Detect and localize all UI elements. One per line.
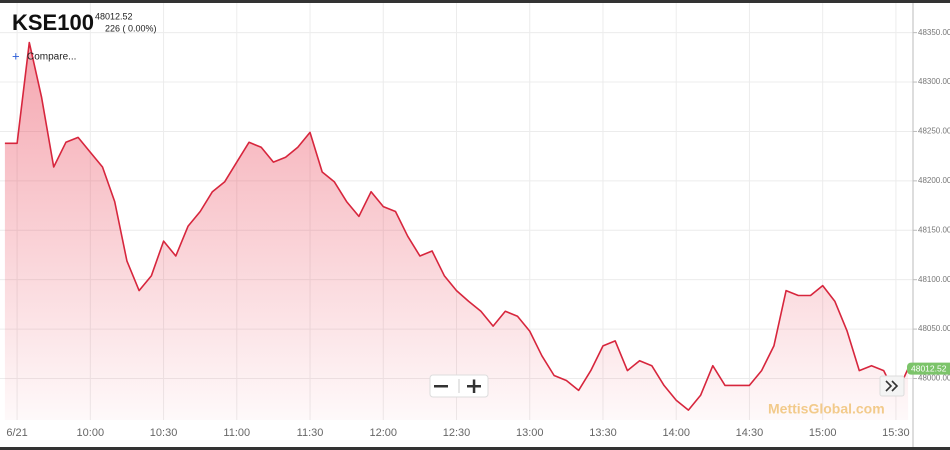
zoom-control [429,374,489,398]
title: KSE100 [12,10,94,35]
x-tick-label: 15:00 [809,427,837,439]
watermark: MettisGlobal.com [768,401,885,417]
price-line [4,41,909,411]
price: 48012.52 [95,11,133,21]
top-border [0,0,950,3]
y-tick-label: 48250.00 [918,127,950,136]
last-price-tag [907,362,950,375]
compare-label: Compare... [27,52,76,63]
plus-icon: + [12,48,20,63]
x-tick-label: 14:00 [662,427,690,439]
x-tick-label: 12:30 [443,427,471,439]
y-tick-label: 48350.00 [918,28,950,37]
scroll-icon [885,380,899,392]
zoom-in-v [472,379,476,393]
x-tick-label: 14:30 [736,427,764,439]
y-tick-label: 48100.00 [918,275,950,284]
x-tick-label: 13:00 [516,427,544,439]
y-tick-label: 48300.00 [918,77,950,86]
x-tick-label: 11:00 [223,427,250,439]
zoom-out[interactable] [434,385,448,388]
change: 226 ( 0.00%) [105,23,157,33]
bottom-border [0,447,950,450]
scroll-right[interactable] [879,375,905,397]
compare-button[interactable]: + Compare... [12,48,76,63]
y-tick-label: 48150.00 [918,225,950,234]
zoom-in[interactable] [467,379,481,394]
x-tick-label: 12:00 [369,427,397,439]
x-tick-label: 6/21 [6,427,27,439]
y-tick-label: 48000.00 [918,374,950,383]
x-tick-label: 11:30 [297,427,324,439]
y-tick-label: 48050.00 [918,324,950,333]
x-tick-label: 10:00 [77,427,105,439]
x-tick-label: 10:30 [150,427,178,439]
area [4,42,909,420]
x-tick-label: 13:30 [589,427,617,439]
y-tick-label: 48200.00 [918,176,950,185]
last-price-label: 48012.52 [911,363,947,373]
x-tick-label: 15:30 [882,427,910,439]
